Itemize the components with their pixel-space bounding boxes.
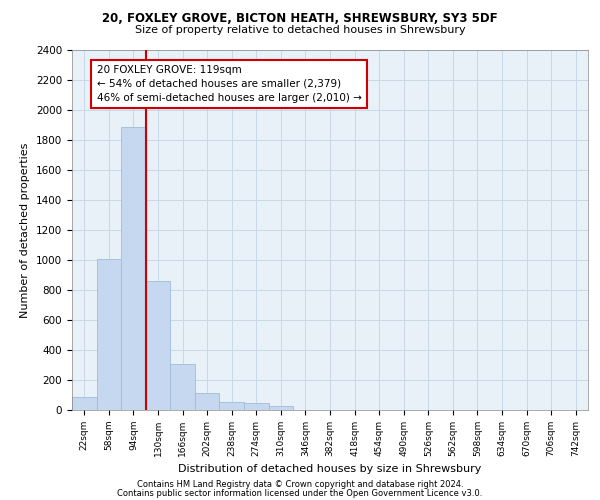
- Bar: [121, 126, 146, 410]
- Bar: [170, 364, 195, 410]
- Bar: [220, 402, 244, 410]
- Bar: [72, 396, 97, 410]
- Text: 20 FOXLEY GROVE: 119sqm
← 54% of detached houses are smaller (2,379)
46% of semi: 20 FOXLEY GROVE: 119sqm ← 54% of detache…: [97, 65, 361, 103]
- Text: Size of property relative to detached houses in Shrewsbury: Size of property relative to detached ho…: [134, 25, 466, 35]
- Text: Contains public sector information licensed under the Open Government Licence v3: Contains public sector information licen…: [118, 488, 482, 498]
- Bar: [97, 258, 121, 410]
- Bar: [195, 393, 220, 410]
- Bar: [146, 281, 170, 410]
- Text: Contains HM Land Registry data © Crown copyright and database right 2024.: Contains HM Land Registry data © Crown c…: [137, 480, 463, 489]
- Text: 20, FOXLEY GROVE, BICTON HEATH, SHREWSBURY, SY3 5DF: 20, FOXLEY GROVE, BICTON HEATH, SHREWSBU…: [102, 12, 498, 26]
- Y-axis label: Number of detached properties: Number of detached properties: [20, 142, 31, 318]
- X-axis label: Distribution of detached houses by size in Shrewsbury: Distribution of detached houses by size …: [178, 464, 482, 474]
- Bar: [269, 406, 293, 410]
- Bar: [244, 403, 269, 410]
